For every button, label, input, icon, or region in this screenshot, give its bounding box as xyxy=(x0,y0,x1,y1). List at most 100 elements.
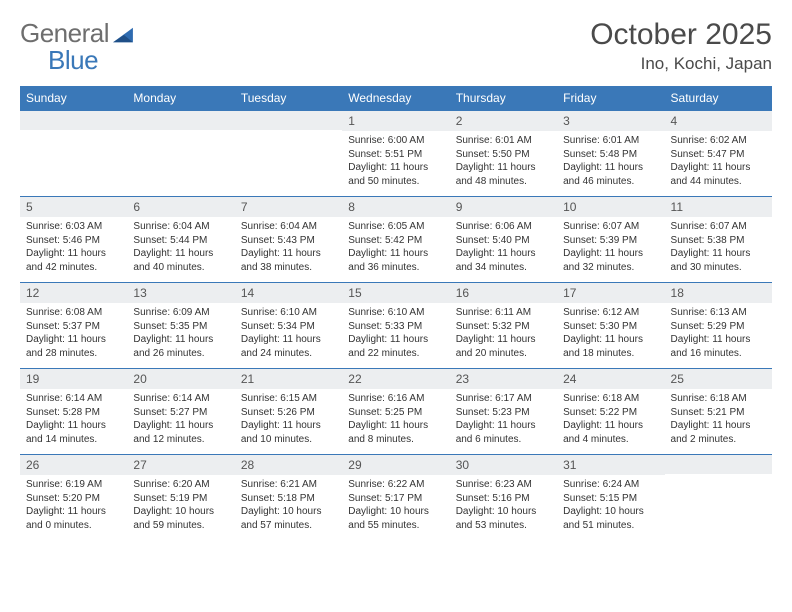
daylight-line: Daylight: 11 hours and 12 minutes. xyxy=(133,419,228,446)
day-cell: 17Sunrise: 6:12 AMSunset: 5:30 PMDayligh… xyxy=(557,283,664,369)
sunrise-line: Sunrise: 6:05 AM xyxy=(348,220,443,234)
sunset-line: Sunset: 5:35 PM xyxy=(133,320,228,334)
sunrise-line: Sunrise: 6:19 AM xyxy=(26,478,121,492)
sunset-line: Sunset: 5:20 PM xyxy=(26,492,121,506)
daylight-line: Daylight: 11 hours and 36 minutes. xyxy=(348,247,443,274)
sunrise-line: Sunrise: 6:20 AM xyxy=(133,478,228,492)
sunset-line: Sunset: 5:28 PM xyxy=(26,406,121,420)
sunset-line: Sunset: 5:40 PM xyxy=(456,234,551,248)
day-content: Sunrise: 6:07 AMSunset: 5:38 PMDaylight:… xyxy=(665,217,772,278)
empty-cell xyxy=(127,111,234,197)
day-content: Sunrise: 6:00 AMSunset: 5:51 PMDaylight:… xyxy=(342,131,449,192)
daylight-line: Daylight: 11 hours and 10 minutes. xyxy=(241,419,336,446)
empty-cell xyxy=(20,111,127,197)
day-number: 7 xyxy=(235,197,342,217)
sunset-line: Sunset: 5:47 PM xyxy=(671,148,766,162)
sunrise-line: Sunrise: 6:10 AM xyxy=(241,306,336,320)
day-number: 8 xyxy=(342,197,449,217)
daylight-line: Daylight: 11 hours and 30 minutes. xyxy=(671,247,766,274)
calendar-body: 1Sunrise: 6:00 AMSunset: 5:51 PMDaylight… xyxy=(20,111,772,541)
day-content: Sunrise: 6:02 AMSunset: 5:47 PMDaylight:… xyxy=(665,131,772,192)
day-number: 17 xyxy=(557,283,664,303)
day-cell: 9Sunrise: 6:06 AMSunset: 5:40 PMDaylight… xyxy=(450,197,557,283)
day-cell: 30Sunrise: 6:23 AMSunset: 5:16 PMDayligh… xyxy=(450,455,557,541)
day-cell: 13Sunrise: 6:09 AMSunset: 5:35 PMDayligh… xyxy=(127,283,234,369)
daylight-line: Daylight: 11 hours and 50 minutes. xyxy=(348,161,443,188)
sunset-line: Sunset: 5:21 PM xyxy=(671,406,766,420)
empty-day-bar xyxy=(20,111,127,130)
sunset-line: Sunset: 5:34 PM xyxy=(241,320,336,334)
day-number: 31 xyxy=(557,455,664,475)
day-number: 5 xyxy=(20,197,127,217)
day-content: Sunrise: 6:01 AMSunset: 5:50 PMDaylight:… xyxy=(450,131,557,192)
daylight-line: Daylight: 10 hours and 55 minutes. xyxy=(348,505,443,532)
day-number: 16 xyxy=(450,283,557,303)
sunrise-line: Sunrise: 6:09 AM xyxy=(133,306,228,320)
sunrise-line: Sunrise: 6:07 AM xyxy=(563,220,658,234)
daylight-line: Daylight: 11 hours and 6 minutes. xyxy=(456,419,551,446)
sunset-line: Sunset: 5:22 PM xyxy=(563,406,658,420)
day-cell: 26Sunrise: 6:19 AMSunset: 5:20 PMDayligh… xyxy=(20,455,127,541)
day-content: Sunrise: 6:04 AMSunset: 5:43 PMDaylight:… xyxy=(235,217,342,278)
sunset-line: Sunset: 5:16 PM xyxy=(456,492,551,506)
day-cell: 21Sunrise: 6:15 AMSunset: 5:26 PMDayligh… xyxy=(235,369,342,455)
day-number: 15 xyxy=(342,283,449,303)
day-content: Sunrise: 6:14 AMSunset: 5:27 PMDaylight:… xyxy=(127,389,234,450)
sunrise-line: Sunrise: 6:14 AM xyxy=(26,392,121,406)
day-content: Sunrise: 6:23 AMSunset: 5:16 PMDaylight:… xyxy=(450,475,557,536)
day-header-monday: Monday xyxy=(127,86,234,111)
location-label: Ino, Kochi, Japan xyxy=(590,54,772,74)
day-cell: 6Sunrise: 6:04 AMSunset: 5:44 PMDaylight… xyxy=(127,197,234,283)
day-content: Sunrise: 6:17 AMSunset: 5:23 PMDaylight:… xyxy=(450,389,557,450)
day-header-wednesday: Wednesday xyxy=(342,86,449,111)
day-content: Sunrise: 6:10 AMSunset: 5:34 PMDaylight:… xyxy=(235,303,342,364)
week-row: 1Sunrise: 6:00 AMSunset: 5:51 PMDaylight… xyxy=(20,111,772,197)
daylight-line: Daylight: 10 hours and 51 minutes. xyxy=(563,505,658,532)
sunrise-line: Sunrise: 6:04 AM xyxy=(133,220,228,234)
day-cell: 22Sunrise: 6:16 AMSunset: 5:25 PMDayligh… xyxy=(342,369,449,455)
sunset-line: Sunset: 5:43 PM xyxy=(241,234,336,248)
daylight-line: Daylight: 11 hours and 18 minutes. xyxy=(563,333,658,360)
day-number: 4 xyxy=(665,111,772,131)
sunrise-line: Sunrise: 6:17 AM xyxy=(456,392,551,406)
week-row: 12Sunrise: 6:08 AMSunset: 5:37 PMDayligh… xyxy=(20,283,772,369)
sunset-line: Sunset: 5:25 PM xyxy=(348,406,443,420)
sunrise-line: Sunrise: 6:02 AM xyxy=(671,134,766,148)
sunset-line: Sunset: 5:29 PM xyxy=(671,320,766,334)
sunrise-line: Sunrise: 6:04 AM xyxy=(241,220,336,234)
day-number: 12 xyxy=(20,283,127,303)
day-content: Sunrise: 6:18 AMSunset: 5:21 PMDaylight:… xyxy=(665,389,772,450)
day-number: 2 xyxy=(450,111,557,131)
sunset-line: Sunset: 5:44 PM xyxy=(133,234,228,248)
day-number: 30 xyxy=(450,455,557,475)
day-cell: 25Sunrise: 6:18 AMSunset: 5:21 PMDayligh… xyxy=(665,369,772,455)
day-content: Sunrise: 6:20 AMSunset: 5:19 PMDaylight:… xyxy=(127,475,234,536)
day-content: Sunrise: 6:18 AMSunset: 5:22 PMDaylight:… xyxy=(557,389,664,450)
daylight-line: Daylight: 11 hours and 34 minutes. xyxy=(456,247,551,274)
sunset-line: Sunset: 5:38 PM xyxy=(671,234,766,248)
day-header-thursday: Thursday xyxy=(450,86,557,111)
daylight-line: Daylight: 10 hours and 53 minutes. xyxy=(456,505,551,532)
daylight-line: Daylight: 11 hours and 22 minutes. xyxy=(348,333,443,360)
day-number: 11 xyxy=(665,197,772,217)
sunrise-line: Sunrise: 6:03 AM xyxy=(26,220,121,234)
daylight-line: Daylight: 11 hours and 2 minutes. xyxy=(671,419,766,446)
day-number: 27 xyxy=(127,455,234,475)
sunset-line: Sunset: 5:46 PM xyxy=(26,234,121,248)
daylight-line: Daylight: 10 hours and 59 minutes. xyxy=(133,505,228,532)
daylight-line: Daylight: 11 hours and 4 minutes. xyxy=(563,419,658,446)
sunrise-line: Sunrise: 6:22 AM xyxy=(348,478,443,492)
day-cell: 10Sunrise: 6:07 AMSunset: 5:39 PMDayligh… xyxy=(557,197,664,283)
day-content: Sunrise: 6:05 AMSunset: 5:42 PMDaylight:… xyxy=(342,217,449,278)
day-cell: 11Sunrise: 6:07 AMSunset: 5:38 PMDayligh… xyxy=(665,197,772,283)
empty-day-bar xyxy=(127,111,234,130)
day-cell: 7Sunrise: 6:04 AMSunset: 5:43 PMDaylight… xyxy=(235,197,342,283)
day-content: Sunrise: 6:10 AMSunset: 5:33 PMDaylight:… xyxy=(342,303,449,364)
sunrise-line: Sunrise: 6:11 AM xyxy=(456,306,551,320)
day-cell: 20Sunrise: 6:14 AMSunset: 5:27 PMDayligh… xyxy=(127,369,234,455)
day-cell: 15Sunrise: 6:10 AMSunset: 5:33 PMDayligh… xyxy=(342,283,449,369)
day-cell: 1Sunrise: 6:00 AMSunset: 5:51 PMDaylight… xyxy=(342,111,449,197)
day-cell: 31Sunrise: 6:24 AMSunset: 5:15 PMDayligh… xyxy=(557,455,664,541)
day-header-tuesday: Tuesday xyxy=(235,86,342,111)
sunset-line: Sunset: 5:33 PM xyxy=(348,320,443,334)
